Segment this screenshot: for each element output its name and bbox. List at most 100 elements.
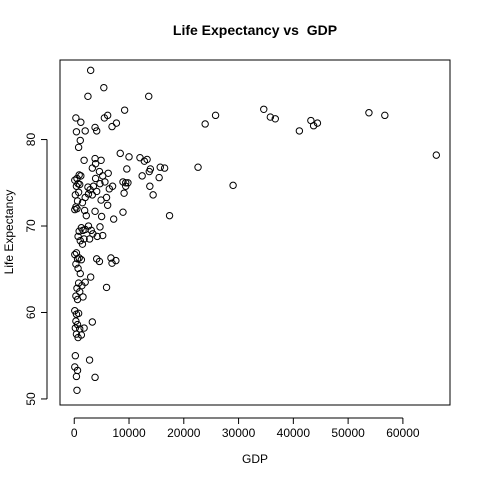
- data-point: [95, 167, 104, 176]
- data-point: [72, 292, 80, 300]
- data-point: [86, 273, 95, 281]
- data-point: [136, 154, 144, 162]
- x-tick-label: 40000: [277, 426, 311, 440]
- data-point: [78, 240, 87, 248]
- x-tick-label: 60000: [386, 426, 420, 440]
- data-point: [85, 235, 94, 243]
- y-tick-label: 50: [24, 392, 38, 406]
- data-point: [73, 174, 81, 183]
- data-point: [365, 109, 373, 117]
- scatter-points: [71, 66, 441, 395]
- y-tick-label: 70: [24, 219, 38, 233]
- data-point: [73, 386, 81, 395]
- data-point: [432, 151, 441, 159]
- data-point: [80, 324, 88, 332]
- data-point: [120, 106, 129, 114]
- y-tick-label: 80: [24, 133, 38, 147]
- data-point: [77, 172, 85, 180]
- x-tick-label: 20000: [167, 426, 201, 440]
- data-point: [76, 269, 84, 278]
- data-point: [108, 122, 116, 131]
- data-point: [75, 227, 83, 235]
- data-point: [91, 207, 99, 216]
- chart-title: Life Expectancy vs GDP: [173, 22, 337, 38]
- y-axis: 50 60 70 80: [24, 133, 48, 406]
- data-point: [96, 223, 104, 231]
- data-point: [260, 105, 268, 113]
- data-point: [76, 288, 84, 296]
- data-point: [123, 165, 131, 173]
- data-point: [138, 172, 146, 180]
- data-point: [160, 164, 169, 172]
- data-point: [105, 185, 113, 193]
- data-point: [84, 190, 93, 198]
- data-point: [116, 149, 124, 158]
- data-point: [84, 92, 92, 101]
- data-point: [194, 163, 202, 171]
- data-point: [92, 127, 101, 135]
- data-point: [112, 119, 121, 127]
- data-point: [108, 259, 116, 267]
- data-point: [122, 179, 130, 187]
- data-point: [72, 330, 81, 338]
- data-point: [71, 352, 80, 360]
- x-tick-label: 0: [71, 426, 78, 440]
- data-point: [74, 232, 82, 241]
- data-point: [103, 111, 112, 120]
- data-point: [72, 372, 81, 381]
- data-point: [112, 256, 120, 265]
- data-point: [73, 205, 81, 213]
- data-point: [381, 111, 389, 120]
- data-point: [96, 179, 104, 188]
- y-axis-label: Life Expectancy: [2, 190, 16, 275]
- data-point: [95, 257, 104, 266]
- data-point: [146, 165, 155, 173]
- data-point: [120, 189, 128, 197]
- data-point: [156, 163, 164, 171]
- data-point: [119, 208, 127, 216]
- data-point: [91, 373, 99, 382]
- data-point: [102, 283, 111, 292]
- data-point: [103, 201, 112, 209]
- data-point: [143, 155, 151, 164]
- data-point: [75, 254, 83, 262]
- data-point: [201, 120, 209, 128]
- data-point: [77, 256, 86, 264]
- data-point: [74, 279, 83, 287]
- data-point: [72, 317, 80, 325]
- data-point: [78, 198, 87, 207]
- data-point: [155, 173, 163, 182]
- data-point: [271, 115, 279, 123]
- data-point: [149, 191, 157, 199]
- data-point: [80, 235, 88, 243]
- data-point: [91, 123, 99, 132]
- data-point: [229, 181, 237, 190]
- x-axis-label: GDP: [242, 452, 268, 466]
- data-point: [81, 127, 89, 135]
- data-point: [77, 118, 85, 126]
- data-point: [88, 318, 97, 326]
- x-axis: 0 10000 20000 30000 40000 50000 60000: [71, 417, 420, 440]
- data-point: [165, 211, 174, 220]
- data-point: [76, 136, 84, 145]
- data-point: [93, 232, 101, 241]
- data-point: [85, 356, 94, 364]
- x-tick-label: 10000: [112, 426, 146, 440]
- data-point: [102, 193, 111, 202]
- data-point: [100, 83, 108, 92]
- data-point: [266, 113, 275, 121]
- plot-area-frame: [59, 59, 451, 406]
- data-point: [86, 66, 95, 75]
- data-point: [74, 143, 83, 152]
- data-point: [99, 231, 107, 240]
- data-point: [73, 366, 82, 375]
- data-point: [97, 156, 105, 165]
- data-point: [71, 307, 79, 315]
- data-point: [211, 111, 220, 120]
- data-point: [91, 174, 100, 183]
- data-point: [125, 153, 133, 161]
- data-point: [74, 309, 83, 318]
- data-point: [87, 226, 95, 235]
